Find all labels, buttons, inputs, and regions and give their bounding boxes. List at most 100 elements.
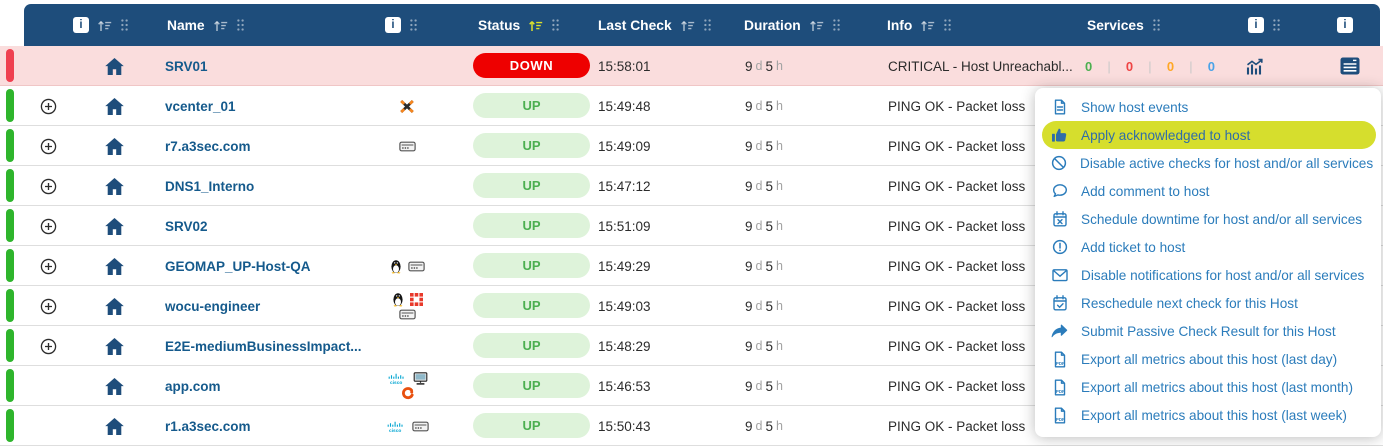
sort-icon[interactable] [809, 19, 824, 32]
os-icons [374, 166, 440, 206]
context-menu-item[interactable]: Add comment to host [1035, 177, 1381, 205]
os-icons [374, 86, 440, 126]
host-name-link[interactable]: SRV01 [165, 58, 208, 74]
services-warning-count[interactable]: 0 [1166, 58, 1175, 74]
expand-button[interactable] [40, 126, 60, 166]
drag-handle-icon[interactable] [236, 18, 245, 32]
info-badge-icon[interactable]: i [73, 17, 89, 33]
duration-part: h [775, 99, 783, 113]
host-name-link[interactable]: vcenter_01 [165, 98, 236, 114]
duration-part: 9 [745, 138, 753, 154]
last-check-time: 15:49:09 [598, 138, 651, 154]
host-name-link[interactable]: r7.a3sec.com [165, 138, 251, 154]
column-header-services[interactable]: Services [1087, 17, 1144, 33]
sort-icon[interactable] [680, 19, 695, 32]
swirl-icon [401, 386, 414, 400]
home-link[interactable] [105, 246, 125, 286]
status-info-text: CRITICAL - Host Unreachabl... [888, 58, 1073, 74]
home-link[interactable] [105, 86, 125, 126]
context-menu-item[interactable]: Add ticket to host [1035, 233, 1381, 261]
envelope-icon [1051, 268, 1068, 282]
context-menu-item[interactable]: Schedule downtime for host and/or all se… [1035, 205, 1381, 233]
column-header-info[interactable]: Info [887, 17, 913, 33]
metrics-button[interactable] [1245, 46, 1267, 86]
services-critical-count[interactable]: 0 [1125, 58, 1134, 74]
expand-button[interactable] [40, 166, 60, 206]
context-menu-item[interactable]: Disable active checks for host and/or al… [1035, 149, 1381, 177]
sort-icon[interactable] [920, 19, 935, 32]
column-header-status[interactable]: Status [478, 17, 521, 33]
services-ok-count[interactable]: 0 [1085, 58, 1093, 74]
duration-part: 5 [765, 138, 773, 154]
context-menu-item[interactable]: PDF Export all metrics about this host (… [1035, 401, 1381, 429]
context-menu-item[interactable]: Reschedule next check for this Host [1035, 289, 1381, 317]
status-badge: UP [473, 213, 590, 238]
services-unknown-count[interactable]: 0 [1207, 58, 1215, 74]
drag-handle-icon[interactable] [120, 18, 129, 32]
sort-icon-active[interactable] [528, 19, 543, 32]
sort-icon[interactable] [213, 19, 228, 32]
host-name-link[interactable]: GEOMAP_UP-Host-QA [165, 258, 311, 274]
duration-part: d [755, 299, 763, 313]
context-menu-item[interactable]: Disable notifications for host and/or al… [1035, 261, 1381, 289]
context-menu-item[interactable]: PDF Export all metrics about this host (… [1035, 345, 1381, 373]
expand-button[interactable] [40, 246, 60, 286]
host-actions-button[interactable] [1340, 46, 1362, 86]
expand-button[interactable] [40, 206, 60, 246]
drag-handle-icon[interactable] [703, 18, 712, 32]
home-link[interactable] [105, 166, 125, 206]
info-badge-icon[interactable]: i [1248, 17, 1264, 33]
column-header-duration[interactable]: Duration [744, 17, 801, 33]
home-link[interactable] [105, 366, 125, 406]
drag-handle-icon[interactable] [943, 18, 952, 32]
home-link[interactable] [105, 286, 125, 326]
context-menu-item[interactable]: Show host events [1035, 93, 1381, 121]
duration-part: 9 [745, 258, 753, 274]
drag-handle-icon[interactable] [409, 18, 418, 32]
os-icons [374, 326, 440, 366]
context-menu-item[interactable]: Apply acknowledged to host [1042, 121, 1376, 149]
home-link[interactable] [105, 126, 125, 166]
host-name-link[interactable]: SRV02 [165, 218, 208, 234]
context-menu-item[interactable]: PDF Export all metrics about this host (… [1035, 373, 1381, 401]
separator: | [1189, 58, 1193, 74]
duration-part: h [775, 59, 783, 73]
svg-text:PDF: PDF [1055, 417, 1064, 422]
duration-part: d [755, 99, 763, 113]
context-menu-item-label: Apply acknowledged to host [1081, 127, 1251, 143]
os-icons [374, 126, 440, 166]
expand-button[interactable] [40, 86, 60, 126]
host-name-link[interactable]: E2E-mediumBusinessImpact... [165, 338, 362, 354]
host-name-link[interactable]: r1.a3sec.com [165, 418, 251, 434]
context-menu-item-label: Show host events [1081, 99, 1189, 115]
drag-handle-icon[interactable] [832, 18, 841, 32]
status-badge: UP [473, 293, 590, 318]
duration-part: d [755, 419, 763, 433]
drag-handle-icon[interactable] [1152, 18, 1161, 32]
column-header-name[interactable]: Name [167, 17, 205, 33]
info-badge-icon[interactable]: i [385, 17, 401, 33]
home-link[interactable] [105, 46, 125, 86]
home-link[interactable] [105, 326, 125, 366]
expand-button[interactable] [40, 286, 60, 326]
duration-part: h [775, 139, 783, 153]
host-name-link[interactable]: DNS1_Interno [165, 178, 255, 194]
column-header-last-check[interactable]: Last Check [598, 17, 672, 33]
host-name-link[interactable]: app.com [165, 378, 221, 394]
info-badge-icon[interactable]: i [1337, 17, 1353, 33]
service-counts[interactable]: 0 | 0 | 0 | 0 [1085, 46, 1215, 86]
last-check-time: 15:51:09 [598, 218, 651, 234]
home-link[interactable] [105, 206, 125, 246]
sort-icon[interactable] [97, 19, 112, 32]
home-link[interactable] [105, 406, 125, 446]
host-name-link[interactable]: wocu-engineer [165, 298, 261, 314]
expand-button[interactable] [40, 326, 60, 366]
duration-part: 9 [745, 338, 753, 354]
status-info-text: PING OK - Packet loss [888, 258, 1026, 274]
drag-handle-icon[interactable] [1272, 18, 1281, 32]
context-menu-item[interactable]: Submit Passive Check Result for this Hos… [1035, 317, 1381, 345]
drag-handle-icon[interactable] [551, 18, 560, 32]
